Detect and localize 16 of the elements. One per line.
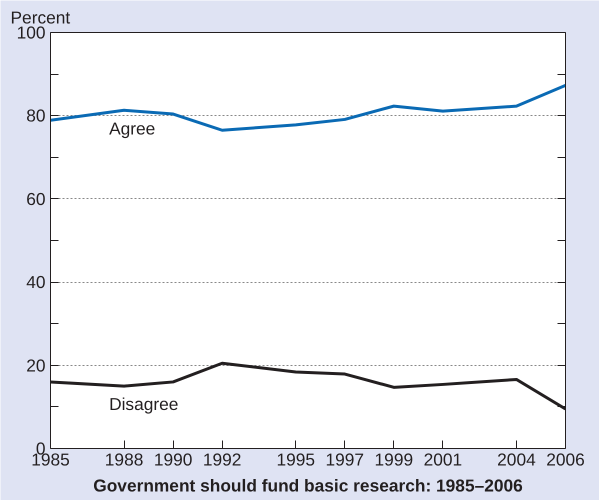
x-tick-label: 2006 (546, 450, 585, 470)
x-tick-label: 1995 (276, 450, 316, 470)
x-tick-label: 1999 (374, 450, 414, 470)
x-tick-label: 1988 (104, 450, 144, 470)
y-tick-label: 80 (26, 106, 46, 126)
x-tick-label: 2004 (497, 450, 536, 470)
text: Government should fund basic research: 1985–2006 (93, 476, 524, 496)
x-tick-label: 1992 (202, 450, 242, 470)
series-label: Disagree (109, 394, 178, 414)
x-tick-label: 1997 (326, 450, 364, 470)
y-tick-label: 60 (26, 188, 46, 209)
x-tick-label: 1990 (154, 450, 192, 470)
y-tick-label: 40 (26, 272, 46, 292)
series-label: Agree (109, 118, 156, 138)
y-tick-label: 20 (26, 355, 46, 376)
x-tick-label: 2001 (424, 450, 462, 470)
